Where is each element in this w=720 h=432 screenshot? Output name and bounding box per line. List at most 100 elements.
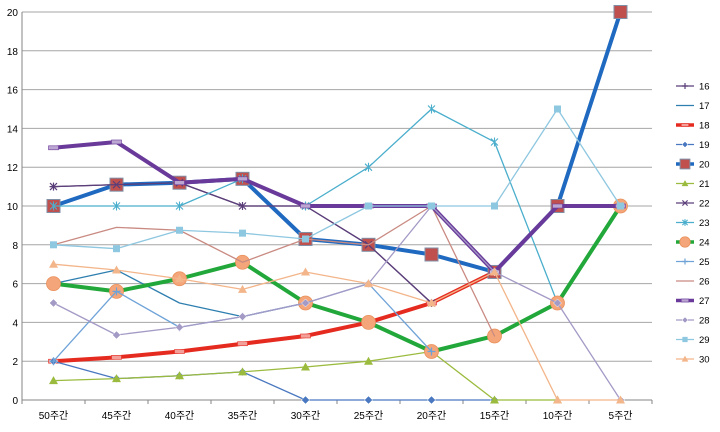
- y-tick-label: 10: [7, 202, 19, 213]
- data-point-27: [237, 176, 248, 182]
- data-point-20: [613, 5, 628, 19]
- data-point-27: [300, 203, 311, 209]
- legend-label: 19: [699, 140, 710, 151]
- x-tick-label: 15주간: [480, 410, 510, 422]
- data-point-23: [427, 104, 436, 114]
- legend-marker: [682, 336, 688, 343]
- legend-entry-24: 24: [676, 236, 710, 249]
- legend: 16 17 18 19 20 21 22 23 24 25 26 27 28 29 30: [676, 82, 710, 366]
- legend-label: 26: [699, 277, 710, 288]
- series-29: [50, 105, 624, 253]
- data-point-19: [364, 395, 373, 405]
- series-line-24: [51, 204, 623, 354]
- data-point-29: [365, 202, 372, 210]
- data-point-21: [490, 395, 499, 404]
- data-point-29: [113, 245, 120, 253]
- gridlines: [22, 11, 652, 401]
- data-point-20: [424, 247, 439, 262]
- series-line-27: [51, 139, 623, 274]
- data-point-21: [238, 367, 247, 376]
- data-point-30: [364, 279, 373, 288]
- legend-marker: [682, 83, 688, 89]
- data-point-30: [175, 274, 184, 283]
- legend-entry-19: 19: [676, 140, 710, 151]
- x-tick-label: 5주간: [609, 410, 633, 422]
- legend-label: 27: [699, 296, 710, 307]
- legend-label: 20: [699, 160, 710, 171]
- y-tick-label: 12: [7, 163, 19, 174]
- legend-entry-23: 23: [676, 218, 710, 229]
- legend-marker: [679, 236, 691, 248]
- data-point-25: [112, 287, 121, 296]
- series-line-18: [51, 269, 497, 364]
- data-point-30: [490, 267, 499, 276]
- data-point-30: [49, 259, 58, 268]
- data-point-28: [553, 298, 562, 308]
- data-point-21: [49, 376, 58, 385]
- data-point-18: [111, 355, 122, 360]
- data-point-23: [49, 201, 58, 211]
- data-point-30: [238, 284, 247, 293]
- legend-label: 24: [699, 238, 710, 249]
- data-point-21: [112, 374, 121, 383]
- legend-marker: [679, 158, 691, 170]
- legend-label: 23: [699, 218, 710, 229]
- data-point-29: [491, 202, 498, 210]
- legend-marker: [681, 199, 689, 207]
- data-point-28: [301, 298, 310, 308]
- data-point-29: [302, 235, 309, 243]
- legend-label: 29: [699, 335, 710, 346]
- series-line-29: [52, 108, 622, 250]
- data-point-24: [361, 314, 376, 330]
- legend-marker: [680, 298, 690, 303]
- legend-entry-30: 30: [676, 355, 710, 366]
- data-point-22: [49, 182, 58, 191]
- series-line-26: [52, 205, 496, 337]
- data-point-19: [301, 395, 310, 405]
- y-tick-label: 20: [7, 8, 19, 19]
- legend-label: 22: [699, 199, 710, 210]
- legend-entry-18: 18: [676, 121, 710, 132]
- y-tick-label: 2: [12, 357, 18, 368]
- data-point-29: [428, 202, 435, 210]
- legend-marker: [681, 180, 689, 187]
- y-tick-label: 18: [7, 47, 19, 58]
- data-point-29: [239, 229, 246, 237]
- data-point-25: [427, 347, 436, 356]
- y-tick-label: 6: [12, 280, 18, 291]
- y-tick-label: 16: [7, 86, 19, 97]
- data-point-21: [301, 362, 310, 371]
- legend-marker: [681, 219, 689, 226]
- data-point-27: [48, 145, 59, 151]
- data-point-27: [111, 139, 122, 145]
- data-point-24: [46, 276, 61, 292]
- legend-marker: [682, 258, 688, 265]
- data-point-23: [364, 162, 373, 172]
- data-point-30: [301, 267, 310, 276]
- legend-label: 30: [699, 355, 710, 366]
- data-point-22: [112, 180, 121, 189]
- data-point-28: [112, 330, 121, 340]
- data-point-23: [175, 201, 184, 211]
- legend-entry-16: 16: [676, 82, 710, 93]
- data-point-21: [364, 356, 373, 365]
- data-point-28: [238, 312, 247, 321]
- legend-entry-25: 25: [676, 257, 710, 268]
- legend-label: 18: [699, 121, 710, 132]
- legend-entry-28: 28: [676, 316, 710, 327]
- legend-entry-21: 21: [676, 179, 710, 190]
- x-tick-label: 20주간: [417, 410, 447, 422]
- data-point-25: [49, 357, 58, 366]
- data-point-28: [49, 298, 58, 308]
- legend-entry-29: 29: [676, 335, 710, 346]
- legend-label: 21: [699, 179, 710, 190]
- series-line-30: [52, 263, 622, 401]
- legend-marker: [681, 141, 689, 148]
- data-point-29: [554, 105, 561, 113]
- x-axis: 50주간 45주간 40주간 35주간 30주간 25주간 20주간 15주간 10주간 5주간: [21, 399, 653, 422]
- y-tick-label: 14: [7, 124, 19, 135]
- legend-marker: [681, 355, 689, 362]
- data-point-22: [238, 202, 247, 210]
- y-tick-label: 0: [12, 396, 18, 407]
- series-30: [49, 259, 625, 404]
